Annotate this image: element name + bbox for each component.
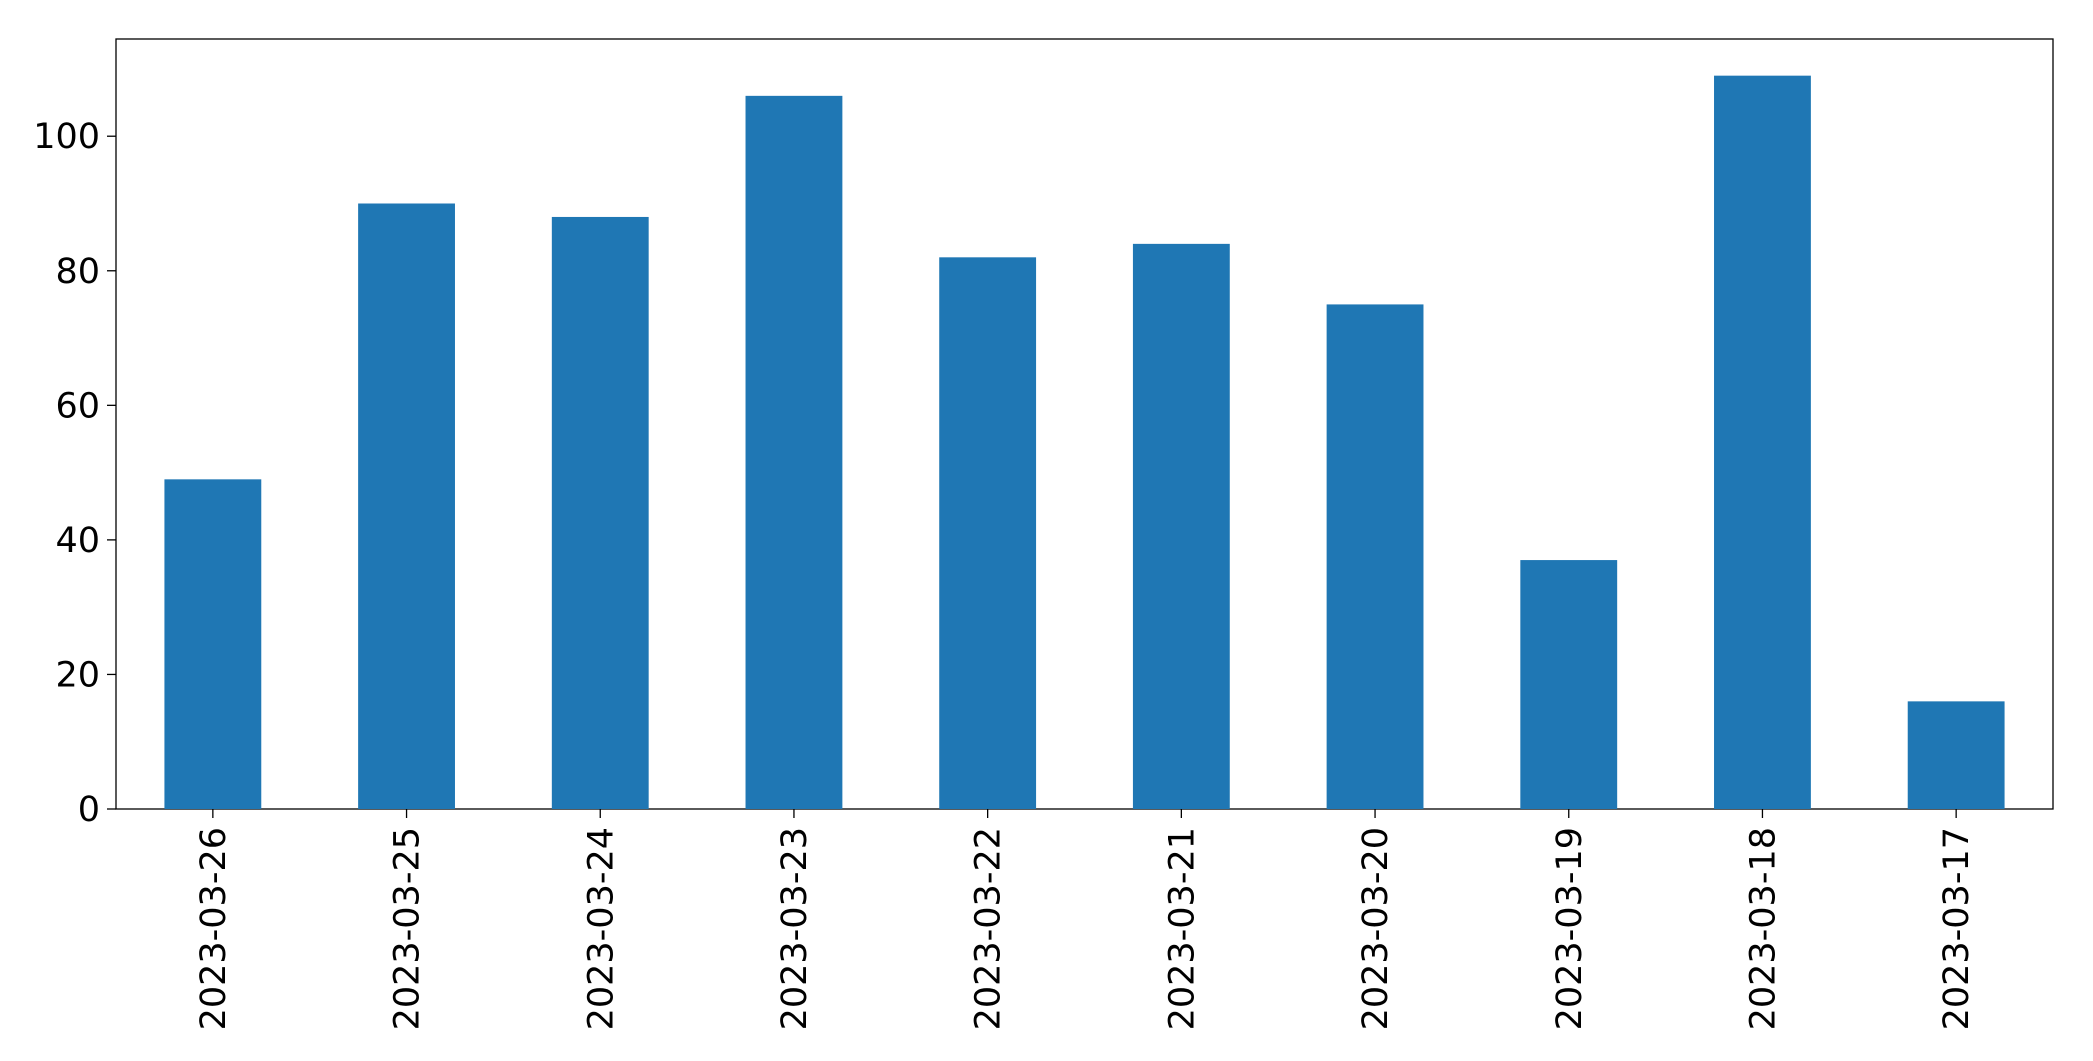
y-tick-label: 80: [55, 252, 100, 292]
bar: [358, 203, 455, 809]
bar: [939, 257, 1037, 809]
y-tick-label: 60: [55, 386, 100, 426]
y-tick-label: 20: [55, 655, 100, 695]
x-tick-label: 2023-03-18: [1743, 827, 1783, 1030]
x-tick-label: 2023-03-21: [1162, 827, 1202, 1030]
bar: [1714, 75, 1811, 809]
bar: [1520, 560, 1618, 809]
y-tick-label: 40: [55, 521, 100, 561]
y-tick-label: 0: [78, 790, 100, 830]
bar: [1132, 243, 1230, 810]
x-tick-label: 2023-03-24: [581, 827, 621, 1030]
bar: [1326, 304, 1424, 809]
bar: [1907, 701, 2005, 809]
x-tick-label: 2023-03-20: [1356, 827, 1396, 1030]
x-tick-label: 2023-03-22: [969, 827, 1009, 1030]
x-tick-label: 2023-03-17: [1937, 827, 1977, 1030]
y-tick-label: 100: [33, 117, 100, 157]
bar: [164, 479, 262, 809]
x-tick-label: 2023-03-25: [388, 827, 428, 1030]
x-tick-label: 2023-03-26: [194, 827, 234, 1030]
plot-frame: [115, 38, 2054, 810]
x-tick-label: 2023-03-23: [775, 827, 815, 1030]
bar: [745, 95, 843, 809]
x-tick-label: 2023-03-19: [1550, 827, 1590, 1030]
bar: [551, 216, 649, 810]
